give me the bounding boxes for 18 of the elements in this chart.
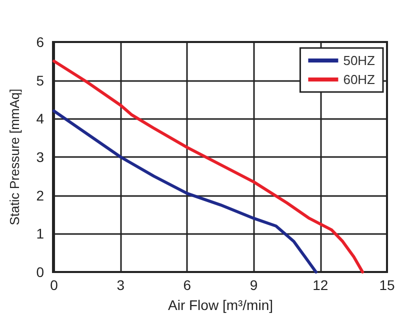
- y-axis-title: Static Pressure [mmAq]: [7, 88, 22, 226]
- legend-label: 50HZ: [343, 53, 376, 68]
- x-tick-label: 3: [116, 277, 125, 293]
- x-tick-label: 9: [250, 277, 258, 293]
- y-tick-label: 3: [36, 149, 44, 165]
- x-tick-label: 12: [312, 277, 328, 293]
- y-tick-label: 6: [36, 34, 44, 50]
- y-tick-label: 0: [36, 264, 44, 280]
- y-tick-label: 5: [36, 72, 44, 88]
- legend-label: 60HZ: [343, 72, 376, 87]
- x-tick-label: 0: [50, 277, 58, 293]
- x-tick-label: 6: [183, 277, 192, 293]
- y-tick-label: 4: [36, 110, 44, 127]
- line-series: [52, 110, 318, 274]
- y-tick-label: 2: [36, 187, 44, 204]
- y-tick-label: 1: [36, 226, 44, 242]
- x-tick-label: 15: [379, 277, 395, 293]
- x-axis-title: Air Flow [m³/min]: [168, 297, 273, 313]
